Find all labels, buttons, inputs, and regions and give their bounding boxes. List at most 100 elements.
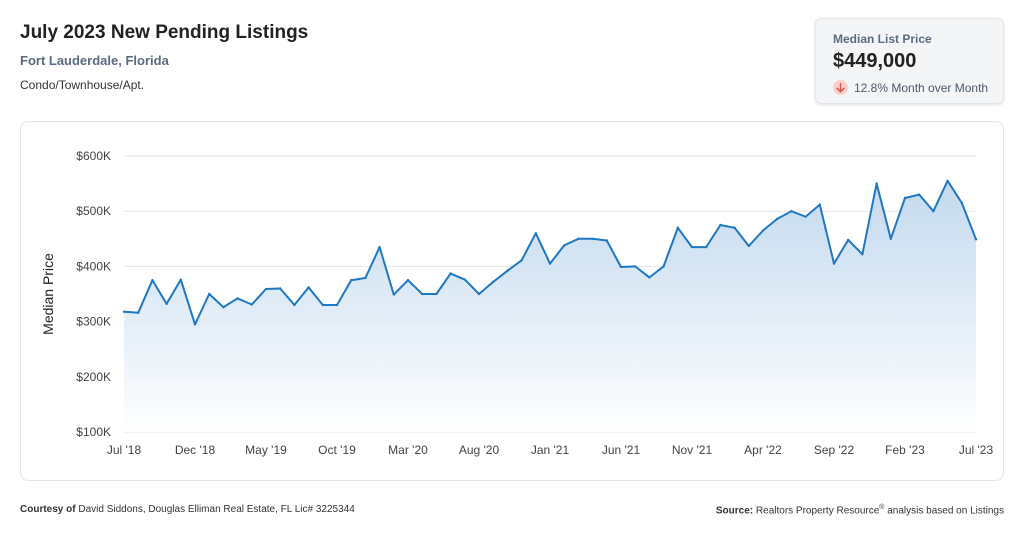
x-tick-label: Sep '22	[814, 443, 855, 457]
data-point	[335, 303, 339, 307]
x-tick-label: Dec '18	[175, 443, 216, 457]
source-suffix: analysis based on Listings	[887, 505, 1004, 517]
x-tick-label: Jan '21	[531, 443, 570, 457]
data-point	[222, 306, 225, 309]
data-point	[435, 292, 438, 296]
data-point	[279, 287, 282, 290]
stat-change-text: 12.8% Month over Month	[854, 80, 989, 95]
data-point	[364, 276, 367, 280]
y-tick-label: $100K	[76, 425, 111, 439]
y-tick-label: $200K	[76, 370, 111, 384]
data-point	[591, 237, 594, 240]
stat-label: Median List Price	[833, 32, 932, 46]
data-point	[719, 223, 722, 227]
data-point	[449, 272, 452, 275]
data-point	[960, 201, 963, 205]
data-point	[506, 269, 509, 273]
x-tick-label: Nov '21	[672, 443, 713, 457]
data-point	[350, 279, 353, 282]
data-point	[747, 244, 750, 248]
data-point	[776, 217, 779, 221]
courtesy-label: Courtesy of	[20, 504, 76, 515]
data-point	[676, 226, 679, 229]
data-point	[492, 280, 495, 284]
page-title: July 2023 New Pending Listings	[20, 22, 309, 43]
data-point	[151, 279, 154, 282]
data-point	[264, 287, 268, 291]
data-point	[690, 245, 694, 249]
data-point	[463, 278, 466, 281]
x-tick-label: Mar '20	[388, 443, 428, 457]
data-point	[605, 239, 608, 242]
data-point	[179, 278, 182, 281]
data-point	[861, 253, 864, 256]
data-point	[534, 232, 537, 235]
y-tick-label: $600K	[76, 149, 111, 163]
location-subtitle: Fort Lauderdale, Florida	[20, 53, 169, 68]
data-point	[137, 311, 140, 314]
data-point	[307, 286, 310, 289]
stat-value: $449,000	[833, 50, 917, 72]
data-point	[406, 279, 410, 282]
x-tick-label: Oct '19	[318, 443, 356, 457]
x-tick-label: Aug '20	[459, 443, 500, 457]
data-point	[321, 303, 324, 307]
data-point	[165, 302, 168, 306]
data-point	[648, 276, 651, 279]
data-point	[790, 210, 793, 213]
footer-source: Source: Realtors Property Resource® anal…	[716, 504, 1004, 516]
data-point	[733, 226, 736, 229]
data-point	[193, 323, 197, 326]
data-point	[236, 297, 239, 300]
data-point	[875, 182, 878, 185]
data-point	[705, 245, 708, 249]
courtesy-text: David Siddons, Douglas Elliman Real Esta…	[78, 504, 355, 515]
data-point	[208, 292, 211, 296]
data-point	[548, 262, 552, 265]
data-point	[634, 265, 637, 268]
x-tick-label: Apr '22	[744, 443, 782, 457]
series-area	[124, 180, 976, 432]
data-point	[847, 238, 850, 242]
stat-change: 12.8% Month over Month	[833, 80, 988, 95]
data-point	[918, 193, 921, 196]
x-tick-label: Jun '21	[602, 443, 641, 457]
data-point	[477, 292, 481, 296]
data-point	[520, 259, 523, 262]
source-text: Realtors Property Resource	[755, 505, 880, 517]
y-axis-label: Median Price	[40, 253, 56, 335]
data-point	[832, 262, 836, 265]
y-tick-label: $500K	[76, 204, 111, 218]
data-point	[932, 210, 935, 213]
data-point	[392, 293, 395, 296]
chart-panel: $100K $200K $300K $400K $500K $600K Jul '18 Dec…	[20, 121, 1004, 481]
footer-courtesy: Courtesy of David Siddons, Douglas Ellim…	[20, 504, 355, 515]
price-chart: $100K $200K $300K $400K $500K $600K Jul '18 Dec…	[40, 149, 994, 457]
source-label: Source:	[715, 505, 754, 517]
data-point	[378, 245, 381, 249]
data-point	[577, 237, 580, 240]
data-point	[250, 303, 253, 306]
y-tick-label: $300K	[76, 315, 111, 329]
data-point	[662, 265, 665, 268]
x-tick-label: Feb '23	[885, 443, 925, 457]
data-point	[122, 310, 126, 313]
y-tick-label: $400K	[76, 259, 111, 273]
data-point	[903, 196, 907, 200]
data-point	[293, 303, 296, 307]
data-point	[563, 244, 566, 247]
data-point	[974, 238, 978, 241]
data-point	[619, 265, 623, 269]
data-point	[818, 203, 821, 206]
x-tick-label: May '19	[245, 443, 287, 457]
data-point	[946, 179, 949, 183]
arrow-down-icon	[833, 80, 848, 95]
registered-mark: ®	[879, 504, 885, 511]
x-tick-label: Jul '18	[107, 443, 142, 457]
property-type: Condo/Townhouse/Apt.	[20, 78, 145, 92]
x-tick-label: Jul '23	[959, 443, 994, 457]
data-point	[889, 237, 892, 240]
data-point	[761, 229, 765, 232]
data-point	[421, 292, 424, 296]
median-list-price-card: Median List Price $449,000 12.8% Month o…	[815, 18, 1004, 104]
